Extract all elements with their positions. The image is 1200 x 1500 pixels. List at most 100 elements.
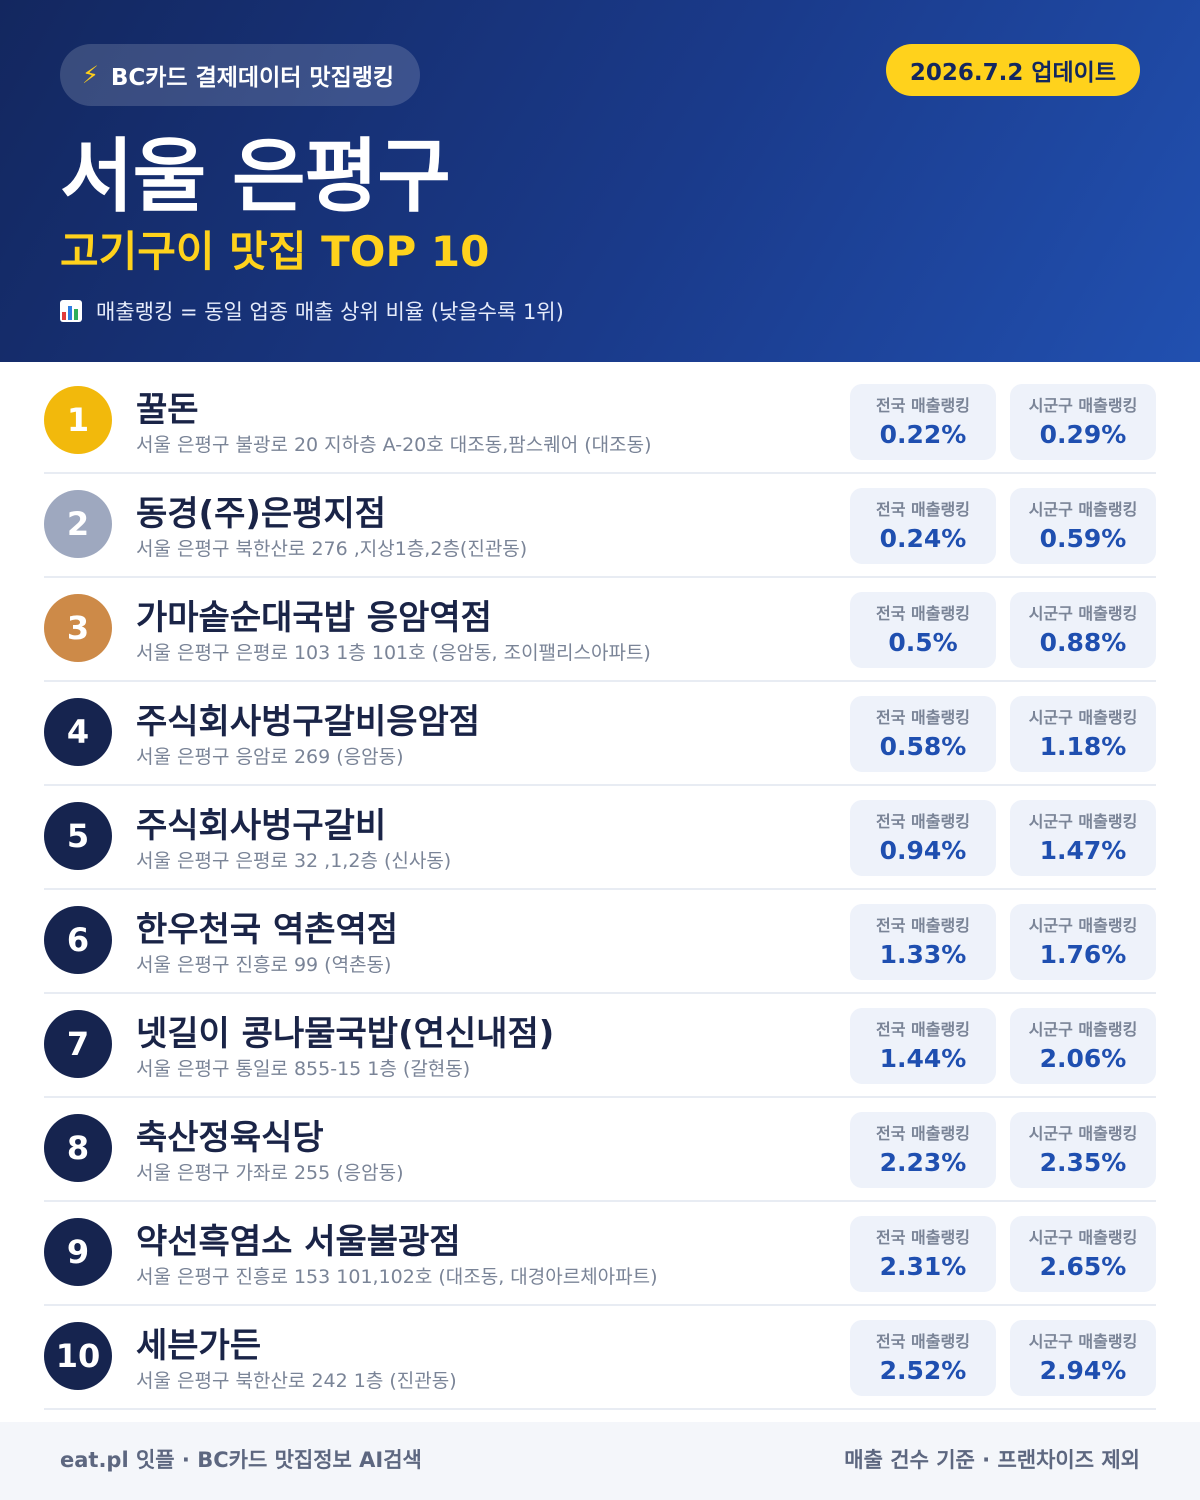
restaurant-address: 서울 은평구 응암로 269 (응암동) <box>136 746 404 768</box>
restaurant-address: 서울 은평구 은평로 103 1층 101호 (응암동, 조이팰리스아파트) <box>136 642 651 664</box>
restaurant-name[interactable]: 가마솥순대국밥 응암역점 <box>136 598 492 638</box>
national-rank-label: 전국 매출랭킹 <box>876 916 970 935</box>
regional-rank-label: 시군구 매출랭킹 <box>1028 1020 1138 1039</box>
restaurant-address: 서울 은평구 가좌로 255 (응암동) <box>136 1162 404 1184</box>
list-item[interactable]: 2 동경(주)은평지점 서울 은평구 북한산로 276 ,지상1층,2층(진관동) 전… <box>44 474 1156 578</box>
update-badge: 2026.7.2 업데이트 <box>885 44 1140 96</box>
regional-rank-value: 1.47% <box>1039 836 1127 865</box>
regional-rank-label: 시군구 매출랭킹 <box>1028 708 1138 727</box>
national-rank-label: 전국 매출랭킹 <box>876 396 970 415</box>
ranking-note: 매출랭킹 = 동일 업종 매출 상위 비율 (낮을수록 1위) <box>60 296 564 326</box>
regional-rank-label: 시군구 매출랭킹 <box>1028 500 1138 519</box>
regional-rank-card: 시군구 매출랭킹 2.94% <box>1010 1320 1156 1396</box>
national-rank-card: 전국 매출랭킹 2.23% <box>850 1112 996 1188</box>
rank-badge: 7 <box>44 1010 112 1078</box>
regional-rank-value: 0.29% <box>1039 420 1127 449</box>
restaurant-name[interactable]: 주식회사벙구갈비 <box>136 806 387 846</box>
header-banner: ⚡ BC카드 결제데이터 맛집랭킹 2026.7.2 업데이트 서울 은평구 고… <box>0 0 1200 362</box>
regional-rank-value: 2.94% <box>1039 1356 1127 1385</box>
national-rank-card: 전국 매출랭킹 0.22% <box>850 384 996 460</box>
national-rank-value: 2.52% <box>879 1356 967 1385</box>
regional-rank-value: 0.59% <box>1039 524 1127 553</box>
national-rank-value: 1.33% <box>879 940 967 969</box>
rank-badge: 4 <box>44 698 112 766</box>
regional-rank-label: 시군구 매출랭킹 <box>1028 916 1138 935</box>
regional-rank-card: 시군구 매출랭킹 1.47% <box>1010 800 1156 876</box>
source-pill: ⚡ BC카드 결제데이터 맛집랭킹 <box>60 44 421 106</box>
source-label: BC카드 결제데이터 맛집랭킹 <box>110 65 395 91</box>
restaurant-name[interactable]: 약선흑염소 서울불광점 <box>136 1222 461 1262</box>
national-rank-label: 전국 매출랭킹 <box>876 708 970 727</box>
regional-rank-value: 2.06% <box>1039 1044 1127 1073</box>
national-rank-card: 전국 매출랭킹 2.31% <box>850 1216 996 1292</box>
rank-badge: 2 <box>44 490 112 558</box>
national-rank-value: 2.23% <box>879 1148 967 1177</box>
regional-rank-value: 1.76% <box>1039 940 1127 969</box>
national-rank-label: 전국 매출랭킹 <box>876 500 970 519</box>
national-rank-value: 1.44% <box>879 1044 967 1073</box>
national-rank-label: 전국 매출랭킹 <box>876 1228 970 1247</box>
national-rank-card: 전국 매출랭킹 1.44% <box>850 1008 996 1084</box>
rank-badge: 6 <box>44 906 112 974</box>
page-subtitle: 고기구이 맛집 TOP 10 <box>60 227 490 276</box>
restaurant-name[interactable]: 주식회사벙구갈비응암점 <box>136 702 481 742</box>
national-rank-value: 0.58% <box>879 732 967 761</box>
rank-badge: 5 <box>44 802 112 870</box>
list-item[interactable]: 7 넷길이 콩나물국밥(연신내점) 서울 은평구 통일로 855-15 1층 (갈현… <box>44 994 1156 1098</box>
restaurant-name[interactable]: 넷길이 콩나물국밥(연신내점) <box>136 1014 555 1054</box>
regional-rank-card: 시군구 매출랭킹 0.29% <box>1010 384 1156 460</box>
bar-chart-icon <box>60 300 82 322</box>
regional-rank-label: 시군구 매출랭킹 <box>1028 1124 1138 1143</box>
national-rank-label: 전국 매출랭킹 <box>876 812 970 831</box>
national-rank-card: 전국 매출랭킹 0.24% <box>850 488 996 564</box>
rank-badge: 1 <box>44 386 112 454</box>
page-title: 서울 은평구 <box>60 130 451 223</box>
footer-source: eat.pl 잇플 · BC카드 맛집정보 AI검색 <box>60 1448 422 1472</box>
regional-rank-label: 시군구 매출랭킹 <box>1028 1332 1138 1351</box>
national-rank-label: 전국 매출랭킹 <box>876 1020 970 1039</box>
list-item[interactable]: 9 약선흑염소 서울불광점 서울 은평구 진흥로 153 101,102호 (대조동… <box>44 1202 1156 1306</box>
national-rank-label: 전국 매출랭킹 <box>876 1332 970 1351</box>
list-item[interactable]: 3 가마솥순대국밥 응암역점 서울 은평구 은평로 103 1층 101호 (응암동… <box>44 578 1156 682</box>
footer: eat.pl 잇플 · BC카드 맛집정보 AI검색 매출 건수 기준 · 프랜… <box>0 1422 1200 1500</box>
footer-criteria: 매출 건수 기준 · 프랜차이즈 제외 <box>844 1448 1140 1472</box>
rank-badge: 8 <box>44 1114 112 1182</box>
national-rank-card: 전국 매출랭킹 0.94% <box>850 800 996 876</box>
national-rank-card: 전국 매출랭킹 2.52% <box>850 1320 996 1396</box>
national-rank-label: 전국 매출랭킹 <box>876 1124 970 1143</box>
regional-rank-label: 시군구 매출랭킹 <box>1028 1228 1138 1247</box>
national-rank-value: 2.31% <box>879 1252 967 1281</box>
restaurant-name[interactable]: 한우천국 역촌역점 <box>136 910 399 950</box>
national-rank-value: 0.94% <box>879 836 967 865</box>
regional-rank-card: 시군구 매출랭킹 2.35% <box>1010 1112 1156 1188</box>
regional-rank-card: 시군구 매출랭킹 0.59% <box>1010 488 1156 564</box>
restaurant-address: 서울 은평구 진흥로 153 101,102호 (대조동, 대경아르체아파트) <box>136 1266 658 1288</box>
restaurant-name[interactable]: 축산정육식당 <box>136 1118 324 1158</box>
regional-rank-value: 2.35% <box>1039 1148 1127 1177</box>
restaurant-address: 서울 은평구 불광로 20 지하층 A-20호 대조동,팜스퀘어 (대조동) <box>136 434 652 456</box>
regional-rank-label: 시군구 매출랭킹 <box>1028 812 1138 831</box>
restaurant-address: 서울 은평구 은평로 32 ,1,2층 (신사동) <box>136 850 452 872</box>
regional-rank-card: 시군구 매출랭킹 2.65% <box>1010 1216 1156 1292</box>
regional-rank-label: 시군구 매출랭킹 <box>1028 396 1138 415</box>
rank-badge: 10 <box>44 1322 112 1390</box>
restaurant-name[interactable]: 세븐가든 <box>136 1326 262 1366</box>
restaurant-name[interactable]: 동경(주)은평지점 <box>136 494 387 534</box>
restaurant-name[interactable]: 꿀돈 <box>136 390 199 430</box>
ranking-note-text: 매출랭킹 = 동일 업종 매출 상위 비율 (낮을수록 1위) <box>96 300 564 324</box>
national-rank-value: 0.24% <box>879 524 967 553</box>
regional-rank-card: 시군구 매출랭킹 1.18% <box>1010 696 1156 772</box>
regional-rank-label: 시군구 매출랭킹 <box>1028 604 1138 623</box>
restaurant-address: 서울 은평구 진흥로 99 (역촌동) <box>136 954 392 976</box>
national-rank-card: 전국 매출랭킹 0.58% <box>850 696 996 772</box>
lightning-bolt-icon: ⚡ <box>82 61 99 89</box>
restaurant-address: 서울 은평구 북한산로 242 1층 (진관동) <box>136 1370 457 1392</box>
regional-rank-value: 0.88% <box>1039 628 1127 657</box>
